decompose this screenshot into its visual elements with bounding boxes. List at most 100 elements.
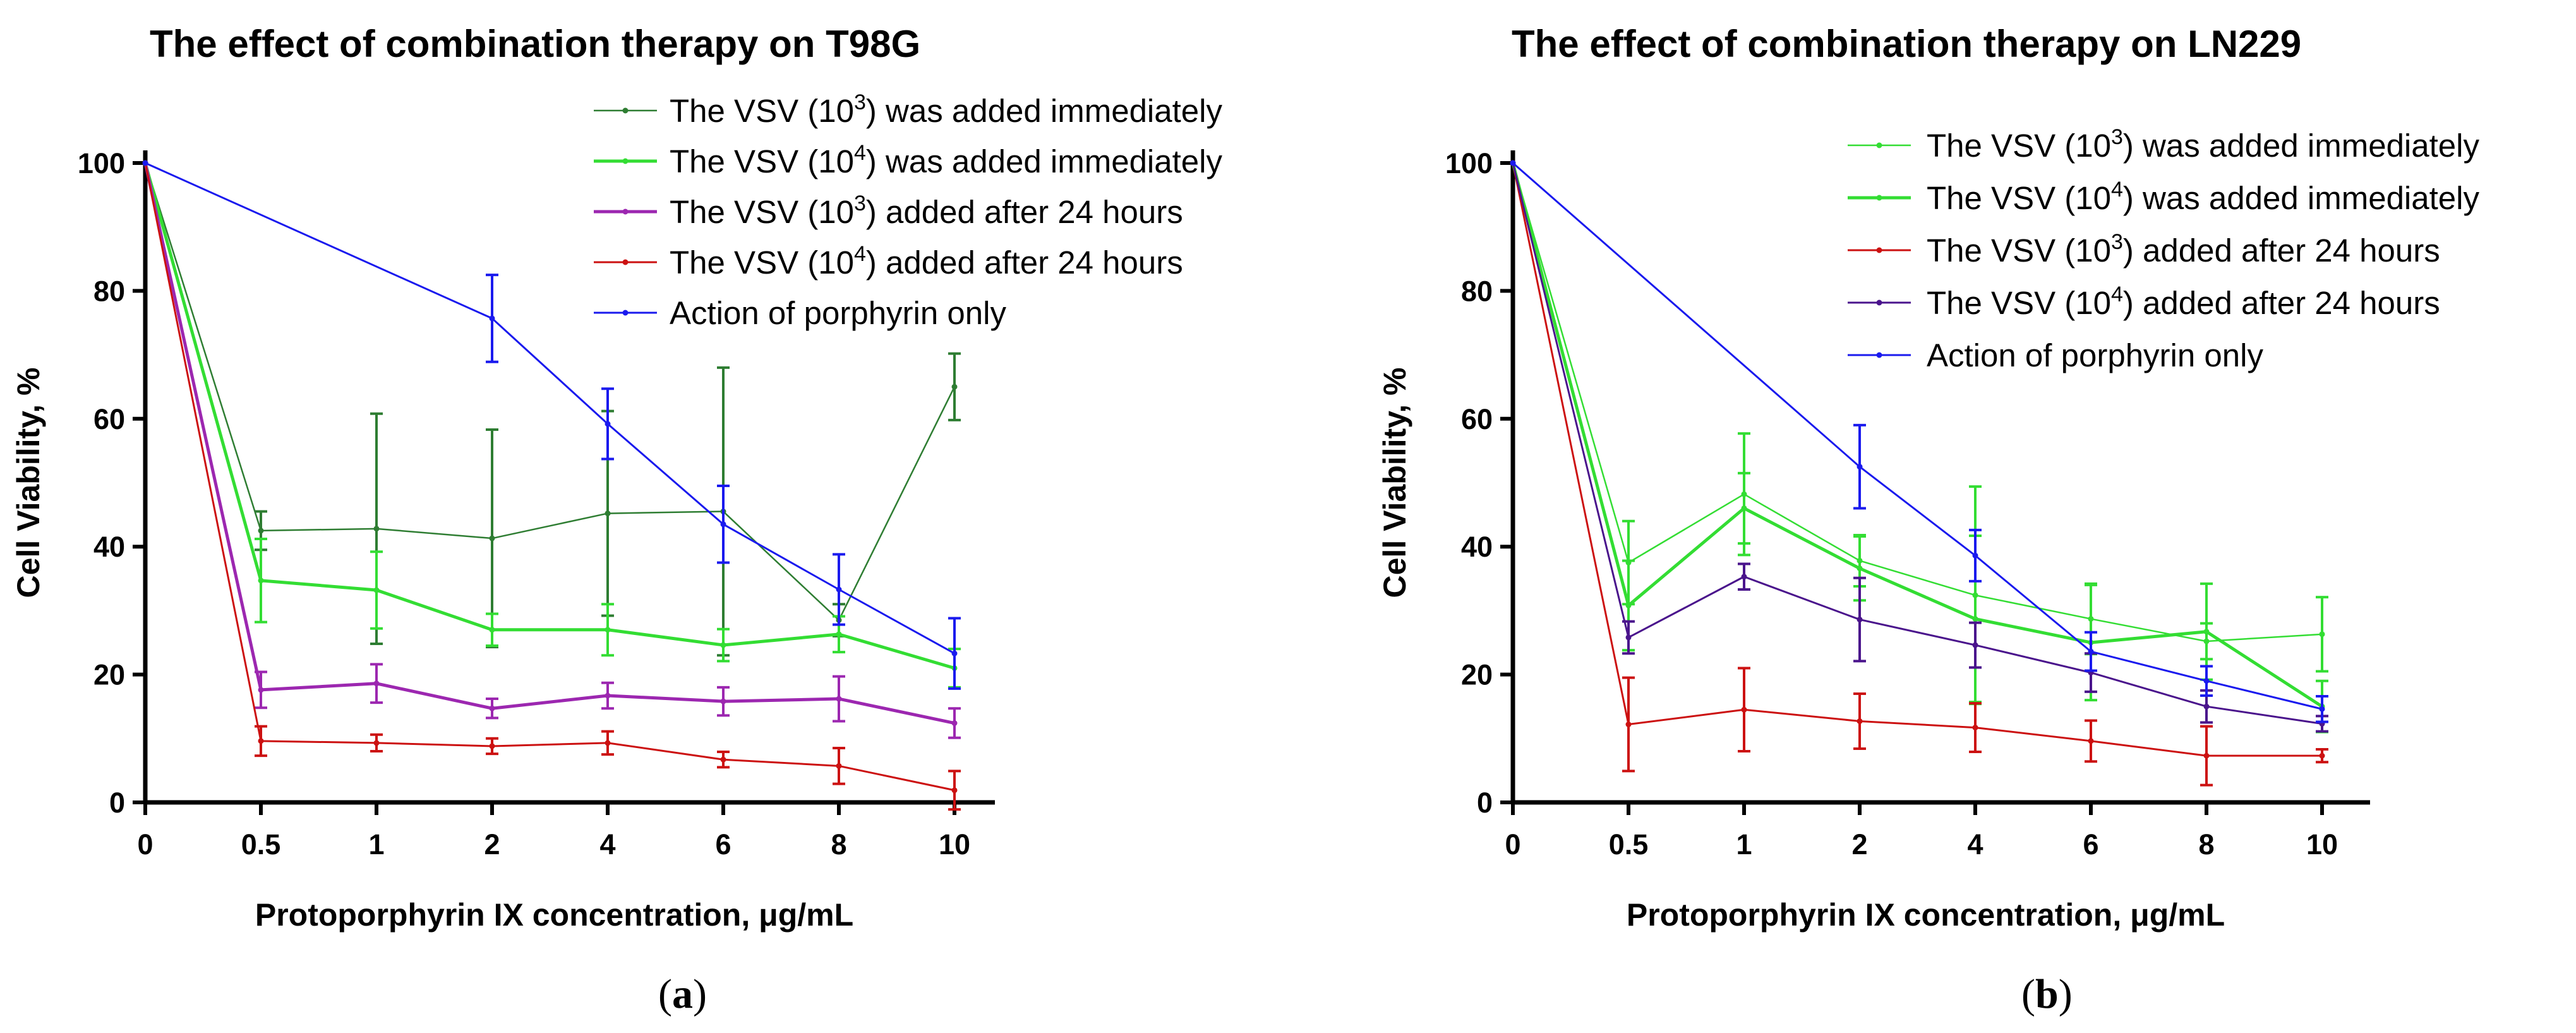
series-3: The VSV (103) added after 24 hours	[1510, 160, 2440, 787]
legend-label: The VSV (104) was added immediately	[1927, 178, 2479, 216]
y-tick-label: 20	[1461, 659, 1493, 691]
chart-panel-t98g: The effect of combination therapy on T98…	[11, 23, 1222, 1017]
x-tick-label: 2	[484, 828, 500, 861]
x-tick-label: 10	[939, 828, 970, 861]
series-line	[145, 162, 955, 655]
data-point	[1972, 725, 1978, 731]
data-point	[1972, 616, 1978, 622]
legend-label-prefix: The VSV (10	[670, 245, 854, 281]
series-1: The VSV (103) was added immediately	[142, 90, 1222, 657]
legend-label-suffix: ) was added immediately	[2123, 128, 2480, 164]
series-line	[144, 162, 956, 621]
data-point	[2203, 678, 2210, 684]
legend-swatch-marker	[1876, 299, 1882, 306]
caption-close-paren: )	[693, 971, 707, 1017]
data-point	[1741, 505, 1747, 511]
caption-open-paren: (	[2021, 971, 2035, 1017]
y-tick-label: 0	[1477, 787, 1493, 819]
x-tick-label: 4	[599, 828, 615, 861]
data-point	[2203, 752, 2210, 759]
legend-label-prefix: Action of porphyrin only	[1927, 337, 2263, 373]
data-point	[605, 692, 611, 699]
x-tick-label: 0	[137, 828, 153, 861]
data-point	[1972, 552, 1978, 559]
data-point	[2203, 703, 2210, 710]
legend-label-prefix: The VSV (10	[1927, 233, 2111, 269]
data-point	[605, 627, 611, 633]
series-line	[1511, 162, 2323, 708]
data-point	[836, 631, 842, 637]
data-point	[1857, 718, 1863, 724]
legend-swatch-marker	[1876, 142, 1882, 148]
legend-label-superscript: 4	[854, 242, 866, 266]
data-point	[1741, 706, 1747, 713]
legend-label: The VSV (103) added after 24 hours	[670, 191, 1183, 230]
data-point	[720, 698, 726, 704]
x-axis-label: Protoporphyrin IX concentration, μg/mL	[1627, 897, 2225, 933]
legend-label-prefix: The VSV (10	[1927, 180, 2111, 216]
legend-label-suffix: ) added after 24 hours	[866, 245, 1183, 281]
legend-label-superscript: 3	[854, 191, 866, 215]
series-2: The VSV (104) was added immediately	[142, 141, 1223, 689]
data-point	[2203, 629, 2210, 635]
legend-label-prefix: The VSV (10	[670, 93, 854, 129]
series-line	[143, 162, 955, 670]
legend-swatch-marker	[1876, 247, 1882, 253]
x-tick-label: 0.5	[1609, 828, 1649, 861]
y-tick-label: 100	[1445, 147, 1493, 179]
data-point	[605, 510, 611, 517]
legend-label-superscript: 3	[854, 90, 866, 114]
data-point	[2319, 752, 2325, 759]
y-axis-label: Cell Viability, %	[11, 368, 46, 598]
data-point	[2319, 706, 2325, 712]
series-line	[143, 162, 955, 725]
y-tick-label: 60	[1461, 403, 1493, 435]
data-point	[1857, 565, 1863, 572]
series-4: The VSV (104) added after 24 hours	[142, 160, 1183, 811]
x-tick-label: 6	[2083, 828, 2098, 861]
legend-label-prefix: The VSV (10	[1927, 128, 2111, 164]
x-tick-label: 0.5	[241, 828, 281, 861]
data-point	[1972, 642, 1978, 648]
x-tick-label: 8	[2198, 828, 2214, 861]
y-axis-label: Cell Viability, %	[1377, 368, 1412, 598]
data-point	[258, 577, 264, 584]
x-tick-label: 1	[368, 828, 384, 861]
y-tick-label: 40	[93, 531, 125, 563]
legend-swatch-marker	[622, 310, 629, 316]
legend-label-superscript: 4	[854, 141, 866, 165]
x-tick-label: 6	[715, 828, 731, 861]
data-point	[373, 740, 380, 746]
data-point	[720, 642, 726, 648]
legend-label-superscript: 4	[2111, 282, 2123, 306]
x-tick-label: 1	[1736, 828, 1752, 861]
y-tick-label: 80	[93, 275, 125, 307]
legend-label: The VSV (104) added after 24 hours	[1927, 282, 2440, 321]
y-tick-label: 40	[1461, 531, 1493, 563]
series-line	[1512, 162, 2323, 725]
legend-label-suffix: ) was added immediately	[866, 143, 1223, 179]
series-line	[144, 162, 955, 792]
data-point	[1857, 617, 1863, 623]
data-point	[951, 384, 958, 390]
data-point	[836, 586, 842, 593]
legend-label-suffix: ) added after 24 hours	[2123, 285, 2440, 321]
chart-title: The effect of combination therapy on LN2…	[1512, 23, 2301, 65]
data-point	[258, 738, 264, 744]
x-tick-label: 8	[831, 828, 846, 861]
y-tick-label: 100	[78, 147, 125, 179]
series-line	[1512, 162, 2323, 643]
legend-label-prefix: The VSV (10	[1927, 285, 2111, 321]
data-point	[489, 705, 495, 711]
x-tick-label: 10	[2306, 828, 2338, 861]
data-point	[373, 680, 380, 687]
legend-swatch-marker	[1876, 352, 1882, 358]
legend-label-superscript: 4	[2111, 178, 2123, 202]
legend-swatch-marker	[622, 107, 629, 114]
legend-swatch-marker	[1876, 195, 1882, 201]
legend-label: The VSV (103) was added immediately	[1927, 125, 2479, 164]
data-point	[836, 763, 842, 769]
legend-swatch-marker	[622, 259, 629, 265]
y-tick-label: 20	[93, 659, 125, 691]
